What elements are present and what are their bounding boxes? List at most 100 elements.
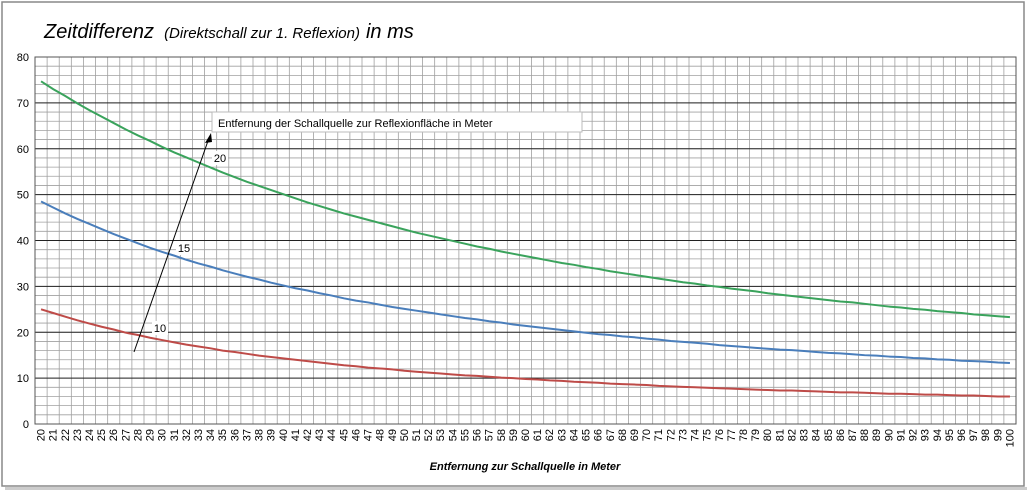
x-tick-label: 31 <box>169 429 181 441</box>
x-tick-label: 44 <box>326 429 338 441</box>
x-tick-label: 98 <box>980 429 992 441</box>
x-tick-label: 77 <box>726 429 738 441</box>
x-tick-label: 53 <box>435 429 447 441</box>
x-tick-label: 30 <box>157 429 169 441</box>
x-tick-label: 34 <box>205 429 217 441</box>
plot-border <box>34 56 1017 425</box>
x-tick-label: 58 <box>496 429 508 441</box>
y-tick-label: 20 <box>17 327 29 339</box>
chart-title: Zeitdifferenz (Direktschall zur 1. Reflex… <box>43 21 414 43</box>
y-tick-label: 60 <box>17 144 29 156</box>
x-tick-label: 32 <box>181 429 193 441</box>
x-tick-label: 62 <box>544 429 556 441</box>
x-tick-label: 36 <box>229 429 241 441</box>
x-tick-label: 99 <box>992 429 1004 441</box>
y-tick-label: 50 <box>17 190 29 202</box>
x-tick-label: 43 <box>314 429 326 441</box>
x-tick-label: 65 <box>581 429 593 441</box>
x-tick-label: 35 <box>217 429 229 441</box>
frame-shadow <box>5 487 1027 490</box>
x-tick-label: 23 <box>72 429 84 441</box>
x-tick-label: 66 <box>593 429 605 441</box>
x-tick-label: 59 <box>508 429 520 441</box>
x-tick-label: 52 <box>423 429 435 441</box>
annotation: Entfernung der Schallquelle zur Reflexio… <box>218 118 493 130</box>
x-tick-label: 85 <box>823 429 835 441</box>
x-tick-label: 46 <box>350 429 362 441</box>
x-tick-label: 96 <box>956 429 968 441</box>
x-tick-label: 83 <box>799 429 811 441</box>
x-tick-label: 55 <box>459 429 471 441</box>
x-tick-label: 75 <box>702 429 714 441</box>
x-tick-label: 47 <box>363 429 375 441</box>
x-tick-label: 84 <box>811 429 823 441</box>
x-tick-label: 81 <box>774 429 786 441</box>
x-tick-label: 45 <box>338 429 350 441</box>
x-tick-label: 42 <box>302 429 314 441</box>
x-tick-label: 22 <box>60 429 72 441</box>
x-tick-label: 37 <box>241 429 253 441</box>
annotation-arrow <box>133 137 210 353</box>
arrow-head <box>205 133 212 143</box>
x-tick-label: 88 <box>859 429 871 441</box>
x-tick-label: 26 <box>108 429 120 441</box>
x-tick-label: 60 <box>520 429 532 441</box>
x-tick-label: 100 <box>1004 429 1016 447</box>
x-tick-label: 50 <box>399 429 411 441</box>
x-tick-label: 38 <box>254 429 266 441</box>
x-tick-label: 48 <box>375 429 387 441</box>
y-tick-label: 10 <box>17 373 29 385</box>
x-tick-label: 54 <box>447 429 459 441</box>
x-tick-label: 90 <box>883 429 895 441</box>
x-tick-label: 29 <box>145 429 157 441</box>
x-tick-label: 76 <box>714 429 726 441</box>
series-line <box>40 200 1010 364</box>
x-tick-label: 95 <box>944 429 956 441</box>
x-tick-label: 56 <box>472 429 484 441</box>
y-tick-label: 40 <box>17 236 29 248</box>
series-label-bg <box>176 241 192 255</box>
x-tick-label: 82 <box>786 429 798 441</box>
y-tick-label: 0 <box>23 419 29 431</box>
x-tick-label: 79 <box>750 429 762 441</box>
series-line <box>40 308 1010 398</box>
x-tick-label: 57 <box>484 429 496 441</box>
x-tick-label: 89 <box>871 429 883 441</box>
x-tick-label: 71 <box>653 429 665 441</box>
x-tick-label: 70 <box>641 429 653 441</box>
x-axis-label: Entfernung zur Schallquelle in Meter <box>430 461 621 473</box>
y-tick-label: 70 <box>17 98 29 110</box>
series-label: 20 <box>214 153 226 165</box>
x-tick-label: 67 <box>605 429 617 441</box>
x-tick-label: 49 <box>387 429 399 441</box>
x-tick-label: 25 <box>96 429 108 441</box>
x-tick-label: 39 <box>266 429 278 441</box>
x-tick-label: 40 <box>278 429 290 441</box>
x-tick-label: 41 <box>290 429 302 441</box>
series-label: 10 <box>154 323 166 335</box>
x-tick-label: 92 <box>908 429 920 441</box>
x-tick-label: 27 <box>120 429 132 441</box>
title-unit: in ms <box>366 21 414 43</box>
x-tick-label: 61 <box>532 429 544 441</box>
title-sub: (Direktschall zur 1. Reflexion) <box>164 25 360 42</box>
x-tick-label: 21 <box>48 429 60 441</box>
series-line <box>40 80 1011 319</box>
x-tick-label: 72 <box>665 429 677 441</box>
x-tick-label: 86 <box>835 429 847 441</box>
x-tick-label: 20 <box>36 429 48 441</box>
x-tick-label: 97 <box>968 429 980 441</box>
x-tick-label: 33 <box>193 429 205 441</box>
series-label-bg <box>212 151 228 165</box>
x-tick-label: 94 <box>932 429 944 441</box>
x-tick-label: 64 <box>568 429 580 441</box>
x-tick-label: 28 <box>132 429 144 441</box>
annotation-box <box>211 111 583 133</box>
x-tick-label: 51 <box>411 429 423 441</box>
x-tick-label: 69 <box>629 429 641 441</box>
x-tick-label: 87 <box>847 429 859 441</box>
x-tick-label: 80 <box>762 429 774 441</box>
title-main: Zeitdifferenz <box>43 21 154 43</box>
